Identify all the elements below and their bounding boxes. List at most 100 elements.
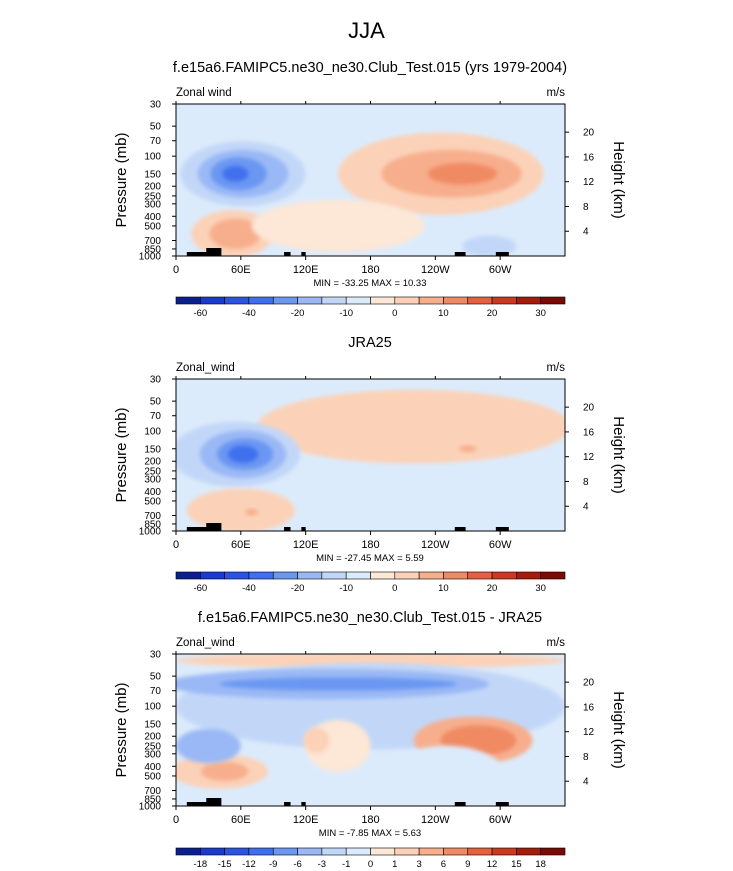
y-tick-label: 1000 xyxy=(139,527,162,538)
colorbar-box xyxy=(540,847,566,856)
colorbar-box xyxy=(394,571,420,580)
colorbar-box xyxy=(224,847,250,856)
topography-mask xyxy=(206,523,222,531)
y-axis-title: Pressure (mb) xyxy=(113,407,130,502)
colorbar-label: -12 xyxy=(242,859,256,870)
y-tick-label: 50 xyxy=(150,122,162,133)
contour-region-11 xyxy=(386,745,506,806)
y-right-tick-label: 16 xyxy=(583,152,595,163)
y-tick-label: 700 xyxy=(144,786,161,797)
topography-mask xyxy=(284,527,291,531)
x-tick-label: 60W xyxy=(489,539,512,551)
colorbar-box xyxy=(443,847,469,856)
contour-region-12 xyxy=(176,728,241,764)
colorbar-box xyxy=(272,296,298,305)
colorbar-label: -20 xyxy=(291,583,305,594)
y-right-tick-label: 12 xyxy=(583,452,595,463)
colorbar-label: 20 xyxy=(487,308,498,319)
colorbar-label: 3 xyxy=(416,859,421,870)
colorbar-box xyxy=(200,296,225,305)
topography-mask xyxy=(284,802,291,806)
topography-mask xyxy=(454,527,466,531)
y-tick-label: 500 xyxy=(144,771,161,782)
colorbar-label: -10 xyxy=(339,308,353,319)
panel-title: JRA25 xyxy=(348,335,392,351)
y-right-axis-title: Height (km) xyxy=(610,141,627,219)
colorbar-box xyxy=(175,296,201,305)
y-tick-label: 30 xyxy=(150,650,162,661)
colorbar-box xyxy=(272,847,298,856)
x-tick-label: 60W xyxy=(489,814,512,826)
colorbar-label: -9 xyxy=(269,859,277,870)
variable-label: Zonal_wind xyxy=(176,637,235,649)
colorbar-box xyxy=(370,571,396,580)
panel-2: JRA25 Zonal_wind m/s 0 60E 120E 180 120W 60W 30 50… xyxy=(113,335,627,594)
y-tick-label: 200 xyxy=(144,732,161,743)
contour-region-4 xyxy=(222,165,249,182)
y-right-tick-label: 8 xyxy=(583,202,589,213)
topography-mask xyxy=(301,252,306,256)
y-tick-label: 500 xyxy=(144,221,161,232)
panel-title: f.e15a6.FAMIPC5.ne30_ne30.Club_Test.015 … xyxy=(198,610,542,626)
y-tick-label: 400 xyxy=(144,487,161,498)
colorbar-label: -10 xyxy=(339,583,353,594)
contour-region-9 xyxy=(209,218,262,250)
x-tick-label: 60E xyxy=(231,539,251,551)
y-tick-label: 100 xyxy=(144,427,161,438)
colorbar-box xyxy=(491,571,517,580)
colorbar-box xyxy=(175,847,201,856)
colorbar-box xyxy=(394,296,420,305)
colorbar-box xyxy=(370,296,396,305)
y-tick-label: 150 xyxy=(144,719,161,730)
colorbar-box xyxy=(467,847,493,856)
colorbar-box xyxy=(491,296,517,305)
y-tick-label: 1000 xyxy=(139,802,162,813)
y-tick-label: 250 xyxy=(144,191,161,202)
y-axis-title: Pressure (mb) xyxy=(113,682,130,777)
y-axis-title: Pressure (mb) xyxy=(113,132,130,227)
topography-mask xyxy=(495,252,509,256)
colorbar-box xyxy=(443,571,469,580)
panel-3: f.e15a6.FAMIPC5.ne30_ne30.Club_Test.015 … xyxy=(113,610,627,870)
topography-mask xyxy=(284,252,291,256)
contour-region-6 xyxy=(303,727,330,754)
colorbar-box xyxy=(321,296,347,305)
y-right-tick-label: 20 xyxy=(583,678,595,689)
x-tick-label: 0 xyxy=(173,539,179,551)
y-tick-label: 200 xyxy=(144,182,161,193)
colorbar-label: 30 xyxy=(535,583,546,594)
y-right-tick-label: 20 xyxy=(583,128,595,139)
colorbar-label: -3 xyxy=(318,859,326,870)
x-tick-label: 120W xyxy=(421,264,450,276)
y-tick-label: 850 xyxy=(144,794,161,805)
main-title: JJA xyxy=(348,18,385,43)
colorbar-label: -20 xyxy=(291,308,305,319)
colorbar-label: 0 xyxy=(392,583,397,594)
topography-mask xyxy=(186,802,220,806)
contour-region-1 xyxy=(176,654,565,669)
colorbar-box xyxy=(297,296,323,305)
variable-label: Zonal_wind xyxy=(176,362,235,374)
topography-mask xyxy=(454,802,466,806)
colorbar-box xyxy=(540,296,566,305)
colorbar-box xyxy=(345,847,371,856)
topography-mask xyxy=(186,527,220,531)
colorbar-label: 0 xyxy=(368,859,373,870)
topography-mask xyxy=(301,802,306,806)
contour-region-10 xyxy=(251,199,425,252)
y-right-tick-label: 4 xyxy=(583,777,589,788)
y-tick-label: 250 xyxy=(144,466,161,477)
colorbar-box xyxy=(516,296,541,305)
min-max-label: MIN = -27.45 MAX = 5.59 xyxy=(316,553,424,564)
x-tick-label: 120E xyxy=(293,264,319,276)
colorbar-box xyxy=(321,571,347,580)
y-tick-label: 150 xyxy=(144,169,161,180)
colorbar-box xyxy=(321,847,347,856)
units-label: m/s xyxy=(546,87,565,99)
y-tick-label: 300 xyxy=(144,474,161,485)
topography-mask xyxy=(206,798,222,806)
colorbar-label: 10 xyxy=(438,583,449,594)
colorbar-box xyxy=(248,847,274,856)
colorbar-box xyxy=(370,847,396,856)
colorbar: -18 -15 -12 -9 -6 -3 -1 0 1 3 6 9 12 15 18 xyxy=(175,847,566,870)
